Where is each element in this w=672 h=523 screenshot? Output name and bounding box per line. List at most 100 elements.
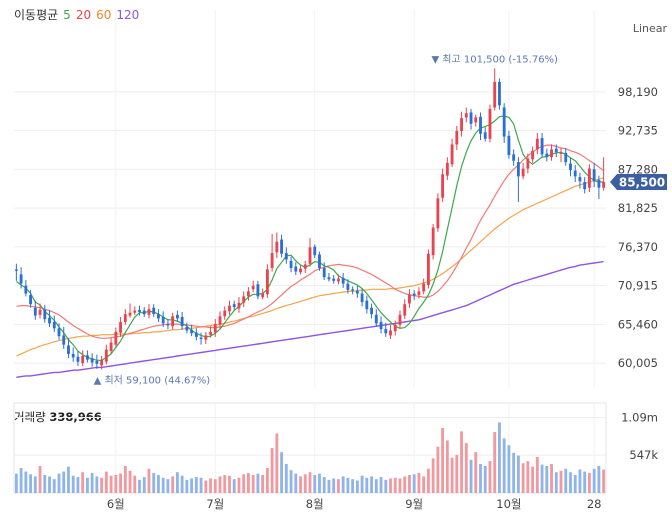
volume-bar — [322, 477, 326, 493]
candle — [569, 157, 572, 177]
volume-bar — [545, 466, 549, 493]
candle — [275, 232, 279, 259]
volume-bar — [261, 475, 265, 493]
candle — [493, 68, 497, 111]
legend-ma20[interactable]: 20 — [75, 8, 92, 22]
candle — [280, 234, 284, 258]
volume-bar — [445, 440, 449, 493]
candle — [81, 350, 85, 366]
candle — [85, 350, 89, 363]
volume-bar — [171, 476, 175, 493]
candle-body — [464, 113, 468, 118]
volume-bar — [299, 476, 302, 493]
candle — [29, 289, 32, 308]
candle — [251, 280, 255, 293]
candle-body — [261, 293, 265, 298]
candle — [564, 147, 568, 166]
candle — [535, 133, 539, 155]
candle — [123, 309, 127, 325]
volume-label: 거래량 338,966 — [14, 409, 102, 425]
candle-body — [483, 132, 487, 139]
candle-body — [365, 300, 369, 310]
candle-body — [52, 321, 56, 329]
candle — [441, 168, 445, 202]
candle — [289, 256, 293, 273]
scale-mode-toggle[interactable]: Linear — [632, 22, 667, 35]
candle — [48, 309, 51, 327]
legend-ma60[interactable]: 60 — [96, 8, 112, 22]
volume-bar — [100, 477, 104, 493]
candle — [351, 286, 355, 295]
volume-bar — [33, 476, 37, 493]
candle — [142, 307, 146, 317]
volume-bar — [346, 477, 350, 493]
volume-bar — [597, 466, 601, 493]
candle-body — [521, 168, 525, 177]
candle-body — [554, 148, 558, 153]
volume-bar — [540, 464, 544, 493]
max-annotation: ▼ 최고 101,500 (-15.76%) — [431, 53, 558, 65]
candle-body — [502, 107, 506, 137]
volume-bar — [483, 466, 487, 493]
candle-body — [247, 291, 250, 297]
candle — [128, 303, 132, 318]
volume-bar — [67, 466, 70, 493]
price-axis: 98,190 92,735 87,280 81,825 76,370 70,915 65,4… — [618, 85, 658, 370]
candle — [299, 265, 302, 275]
candle-body — [370, 307, 373, 315]
candle — [507, 130, 511, 159]
candle-body — [384, 329, 388, 334]
candle-body — [81, 356, 85, 364]
candle — [573, 164, 577, 183]
volume-bar — [365, 477, 369, 493]
volume-bar — [583, 471, 587, 493]
candle — [474, 114, 478, 127]
candle — [426, 249, 430, 289]
candle-body — [48, 317, 51, 324]
volume-bar — [493, 432, 497, 493]
candle — [100, 356, 104, 370]
candle — [194, 328, 198, 341]
ma-legend: 이동평균 5 20 60 120 — [14, 6, 144, 23]
candle-body — [161, 316, 165, 324]
candle-body — [327, 277, 331, 280]
candle — [237, 297, 241, 313]
time-tick-label: 9월 — [405, 497, 423, 511]
candle-body — [138, 309, 141, 313]
candle — [431, 223, 435, 260]
candle — [114, 327, 118, 347]
legend-ma5[interactable]: 5 — [63, 8, 71, 22]
candle-body — [332, 278, 336, 281]
candle-body — [67, 345, 70, 354]
candle — [223, 306, 227, 320]
time-tick-label: 10월 — [496, 497, 521, 511]
candle — [232, 300, 236, 310]
candle — [512, 149, 516, 166]
candle — [109, 338, 113, 354]
candle-body — [588, 168, 591, 188]
volume-bar — [318, 473, 321, 493]
time-tick-label: 6월 — [107, 497, 125, 511]
candle — [550, 144, 553, 161]
candle-body — [29, 294, 32, 305]
candle — [247, 287, 250, 301]
volume-bar — [147, 468, 151, 493]
legend-ma120[interactable]: 120 — [116, 8, 140, 22]
candle — [119, 316, 122, 337]
volume-bar — [498, 422, 501, 493]
candle-body — [119, 321, 122, 333]
candle-body — [578, 177, 582, 182]
volume-bar — [526, 461, 530, 493]
candle-body — [583, 182, 587, 190]
volume-bar — [398, 478, 402, 493]
min-annotation: ▲ 최저 59,100 (44.67%) — [94, 375, 211, 387]
volume-bar — [464, 443, 468, 493]
candle-body — [275, 241, 279, 253]
candle-body — [175, 314, 179, 319]
candle-body — [336, 278, 340, 282]
volume-bar — [123, 466, 127, 493]
volume-bar — [194, 477, 198, 493]
price-tick-label: 76,370 — [618, 240, 658, 254]
candle-body — [194, 332, 198, 337]
